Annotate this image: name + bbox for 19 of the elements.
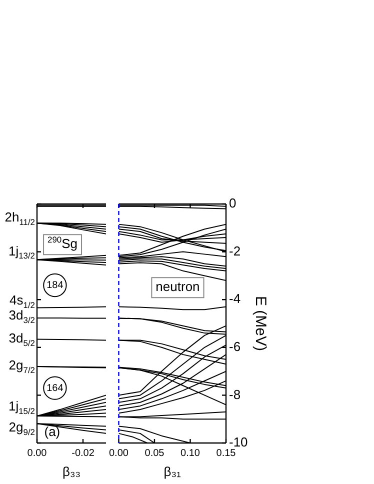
annotation: neutron bbox=[156, 279, 200, 294]
y-tick-label: -2 bbox=[229, 243, 241, 258]
x-tick-label: 0.15 bbox=[216, 448, 236, 459]
x-tick-label: 0.05 bbox=[144, 448, 165, 459]
y-tick-label: -8 bbox=[229, 386, 241, 402]
y-tick-label: -4 bbox=[229, 291, 241, 306]
annotation: 164 bbox=[46, 382, 64, 394]
x-tick-label: 0.00 bbox=[108, 448, 129, 459]
y-tick-label: -10 bbox=[229, 434, 248, 450]
x-tick-label: 0.10 bbox=[180, 448, 200, 459]
x-axis-title: β₃₃ bbox=[62, 464, 81, 479]
y-tick-label: -6 bbox=[229, 338, 241, 354]
x-axis-title: β₃₁ bbox=[164, 464, 182, 479]
y-tick-label: 0 bbox=[229, 196, 236, 211]
x-tick-label: -0.02 bbox=[72, 448, 95, 459]
annotation: (a) bbox=[44, 424, 60, 439]
annotation: 184 bbox=[46, 280, 64, 292]
x-tick-label: 0.00 bbox=[27, 448, 48, 459]
y-axis-title: E (MeV) bbox=[252, 296, 269, 352]
